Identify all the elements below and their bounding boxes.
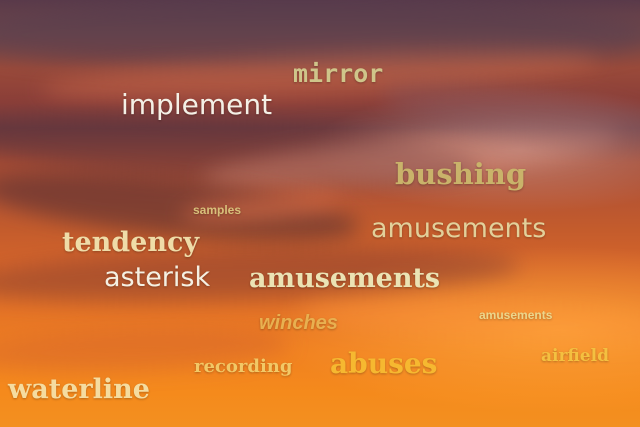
word-airfield: airfield	[541, 346, 609, 366]
word-amusements-large: amusements	[371, 213, 547, 244]
word-abuses: abuses	[330, 347, 438, 380]
word-winches: winches	[259, 312, 338, 334]
cloud-band	[0, 0, 640, 70]
word-asterisk: asterisk	[104, 262, 211, 293]
word-mirror: mirror	[293, 59, 384, 88]
word-amusements-bold: amusements	[249, 263, 441, 294]
word-tendency: tendency	[62, 227, 200, 258]
word-bushing: bushing	[395, 157, 527, 191]
word-amusements-small: amusements	[479, 308, 553, 322]
word-samples: samples	[193, 203, 242, 217]
word-implement: implement	[121, 88, 273, 121]
word-waterline: waterline	[8, 374, 150, 405]
cloud-band	[299, 290, 640, 350]
word-recording: recording	[194, 356, 293, 377]
